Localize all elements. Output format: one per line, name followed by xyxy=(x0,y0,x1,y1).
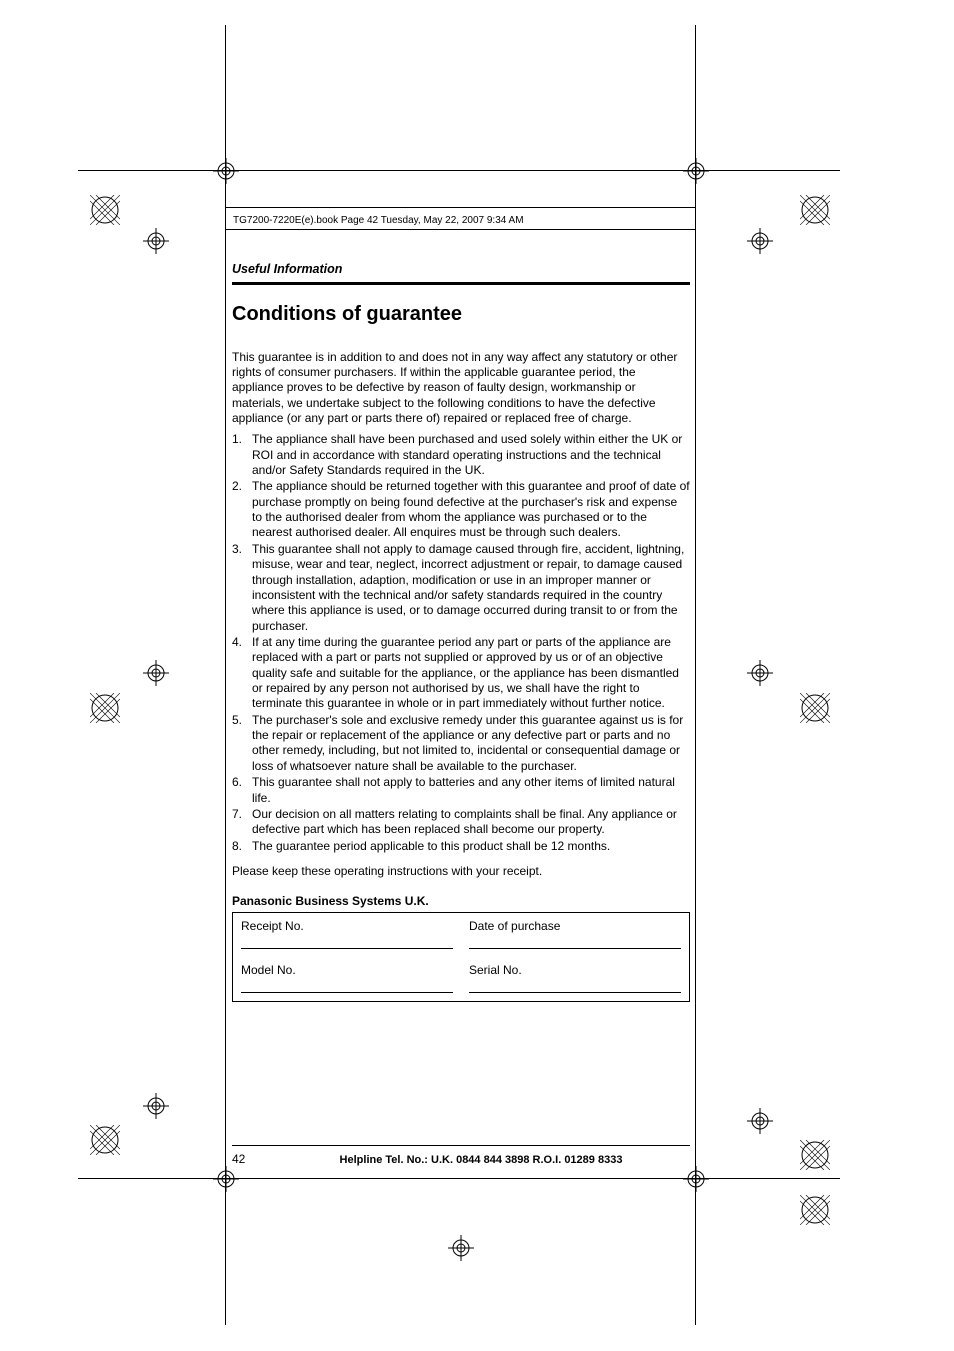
list-number: 4. xyxy=(232,635,242,650)
list-number: 3. xyxy=(232,542,242,557)
section-rule xyxy=(232,282,690,285)
intro-paragraph: This guarantee is in addition to and doe… xyxy=(232,350,690,427)
list-number: 5. xyxy=(232,713,242,728)
registration-mark-icon xyxy=(800,195,830,225)
list-number: 7. xyxy=(232,807,242,822)
condition-item: 3. This guarantee shall not apply to dama… xyxy=(232,542,690,634)
company-name: Panasonic Business Systems U.K. xyxy=(232,894,690,908)
condition-item: 8. The guarantee period applicable to thi… xyxy=(232,839,690,854)
crosshair-mark-icon xyxy=(213,158,239,184)
condition-text: Our decision on all matters relating to … xyxy=(252,807,677,836)
registration-mark-icon xyxy=(800,693,830,723)
running-head: Useful Information xyxy=(232,262,690,276)
condition-item: 1. The appliance shall have been purchase… xyxy=(232,432,690,478)
condition-item: 7. Our decision on all matters relating t… xyxy=(232,807,690,838)
crosshair-mark-icon xyxy=(143,228,169,254)
registration-mark-icon xyxy=(90,1125,120,1155)
date-of-purchase-field: Date of purchase xyxy=(461,913,689,957)
crosshair-mark-icon xyxy=(213,1166,239,1192)
registration-mark-icon xyxy=(90,693,120,723)
list-number: 8. xyxy=(232,839,242,854)
date-of-purchase-label: Date of purchase xyxy=(469,919,560,933)
receipt-form: Receipt No. Date of purchase Model No. S… xyxy=(232,912,690,1002)
page-footer: 42 Helpline Tel. No.: U.K. 0844 844 3898… xyxy=(232,1145,690,1166)
content-region: Useful Information Conditions of guarant… xyxy=(232,262,690,1002)
condition-text: This guarantee shall not apply to batter… xyxy=(252,775,675,804)
list-number: 6. xyxy=(232,775,242,790)
condition-text: If at any time during the guarantee peri… xyxy=(252,635,679,710)
crosshair-mark-icon xyxy=(683,158,709,184)
condition-item: 4. If at any time during the guarantee pe… xyxy=(232,635,690,712)
condition-text: The purchaser's sole and exclusive remed… xyxy=(252,713,683,773)
crop-line xyxy=(78,1178,840,1179)
serial-no-field: Serial No. xyxy=(461,957,689,1001)
serial-no-label: Serial No. xyxy=(469,963,522,977)
condition-text: The appliance should be returned togethe… xyxy=(252,479,690,539)
condition-item: 6. This guarantee shall not apply to batt… xyxy=(232,775,690,806)
receipt-no-field: Receipt No. xyxy=(233,913,461,957)
page-title: Conditions of guarantee xyxy=(232,303,690,326)
registration-mark-icon xyxy=(90,195,120,225)
crosshair-mark-icon xyxy=(747,660,773,686)
header-rule xyxy=(226,229,695,230)
condition-item: 5. The purchaser's sole and exclusive rem… xyxy=(232,713,690,774)
closing-paragraph: Please keep these operating instructions… xyxy=(232,864,690,878)
crosshair-mark-icon xyxy=(683,1166,709,1192)
registration-mark-icon xyxy=(800,1195,830,1225)
header-rule xyxy=(226,207,695,208)
crosshair-mark-icon xyxy=(448,1235,474,1261)
crosshair-mark-icon xyxy=(143,1093,169,1119)
model-no-label: Model No. xyxy=(241,963,296,977)
condition-text: The appliance shall have been purchased … xyxy=(252,432,682,477)
helpline-text: Helpline Tel. No.: U.K. 0844 844 3898 R.… xyxy=(272,1154,690,1166)
crop-line xyxy=(225,25,226,1325)
conditions-list: 1. The appliance shall have been purchase… xyxy=(232,432,690,854)
crop-line xyxy=(78,170,840,171)
list-number: 1. xyxy=(232,432,242,447)
page-number: 42 xyxy=(232,1152,272,1166)
crosshair-mark-icon xyxy=(747,228,773,254)
list-number: 2. xyxy=(232,479,242,494)
footer-rule xyxy=(232,1145,690,1146)
condition-text: The guarantee period applicable to this … xyxy=(252,839,610,853)
crop-line xyxy=(695,25,696,1325)
book-header-text: TG7200-7220E(e).book Page 42 Tuesday, Ma… xyxy=(233,215,524,226)
crosshair-mark-icon xyxy=(747,1108,773,1134)
condition-text: This guarantee shall not apply to damage… xyxy=(252,542,684,633)
model-no-field: Model No. xyxy=(233,957,461,1001)
page: TG7200-7220E(e).book Page 42 Tuesday, Ma… xyxy=(0,0,954,1351)
crosshair-mark-icon xyxy=(143,660,169,686)
registration-mark-icon xyxy=(800,1140,830,1170)
receipt-no-label: Receipt No. xyxy=(241,919,304,933)
condition-item: 2. The appliance should be returned toget… xyxy=(232,479,690,540)
